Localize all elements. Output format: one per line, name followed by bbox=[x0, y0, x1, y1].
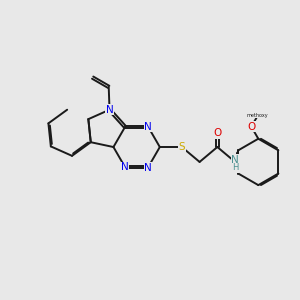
Text: O: O bbox=[247, 122, 256, 132]
Text: N: N bbox=[231, 155, 239, 165]
Text: N: N bbox=[106, 105, 113, 115]
Text: S: S bbox=[178, 142, 185, 152]
Text: N: N bbox=[144, 122, 152, 132]
Text: H: H bbox=[232, 164, 238, 172]
Text: methoxy: methoxy bbox=[247, 113, 268, 118]
Text: N: N bbox=[144, 163, 152, 173]
Text: N: N bbox=[121, 162, 129, 172]
Text: O: O bbox=[213, 128, 221, 138]
